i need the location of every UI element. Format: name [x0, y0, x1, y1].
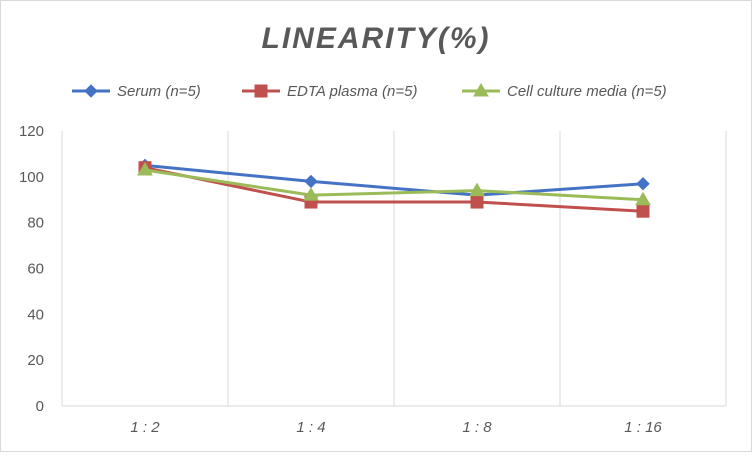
x-axis-ticks: 1 : 2 1 : 4 1 : 8 1 : 16 — [130, 419, 662, 436]
series-3 — [137, 161, 651, 206]
data-point — [303, 187, 319, 201]
legend-marker — [84, 84, 98, 98]
chart-title: LINEARITY(%) — [262, 22, 491, 55]
y-tick-label: 100 — [19, 169, 44, 186]
series-group — [137, 158, 651, 218]
series-2 — [138, 161, 650, 218]
data-point — [137, 161, 153, 176]
legend-label: EDTA plasma (n=5) — [287, 83, 417, 100]
x-tick-label: 1 : 2 — [130, 419, 160, 436]
series-line — [144, 163, 644, 197]
legend-item: EDTA plasma (n=5) — [242, 83, 417, 100]
y-axis-ticks: 0 20 40 60 80 100 120 — [19, 123, 44, 415]
legend-label: Cell culture media (n=5) — [507, 83, 667, 100]
legend: Serum (n=5) EDTA plasma (n=5) Cell culture… — [72, 83, 667, 100]
series-line — [144, 166, 644, 213]
y-tick-label: 0 — [36, 398, 44, 415]
x-tick-label: 1 : 4 — [296, 419, 325, 436]
legend-label: Serum (n=5) — [117, 83, 201, 100]
data-point — [635, 191, 651, 206]
x-tick-label: 1 : 16 — [624, 419, 662, 436]
data-point — [636, 177, 650, 191]
data-point — [470, 195, 484, 209]
legend-item: Cell culture media (n=5) — [462, 83, 667, 100]
legend-marker — [254, 84, 268, 98]
legend-marker — [473, 83, 489, 97]
y-tick-label: 60 — [27, 261, 44, 278]
x-tick-label: 1 : 8 — [462, 419, 492, 436]
grid — [61, 131, 727, 407]
legend-item: Serum (n=5) — [72, 83, 201, 100]
y-tick-label: 80 — [27, 215, 44, 232]
data-point — [636, 204, 650, 218]
y-tick-label: 40 — [27, 306, 44, 323]
data-point — [469, 182, 485, 197]
y-tick-label: 20 — [27, 352, 44, 369]
series-line — [144, 168, 644, 202]
y-tick-label: 120 — [19, 123, 44, 140]
